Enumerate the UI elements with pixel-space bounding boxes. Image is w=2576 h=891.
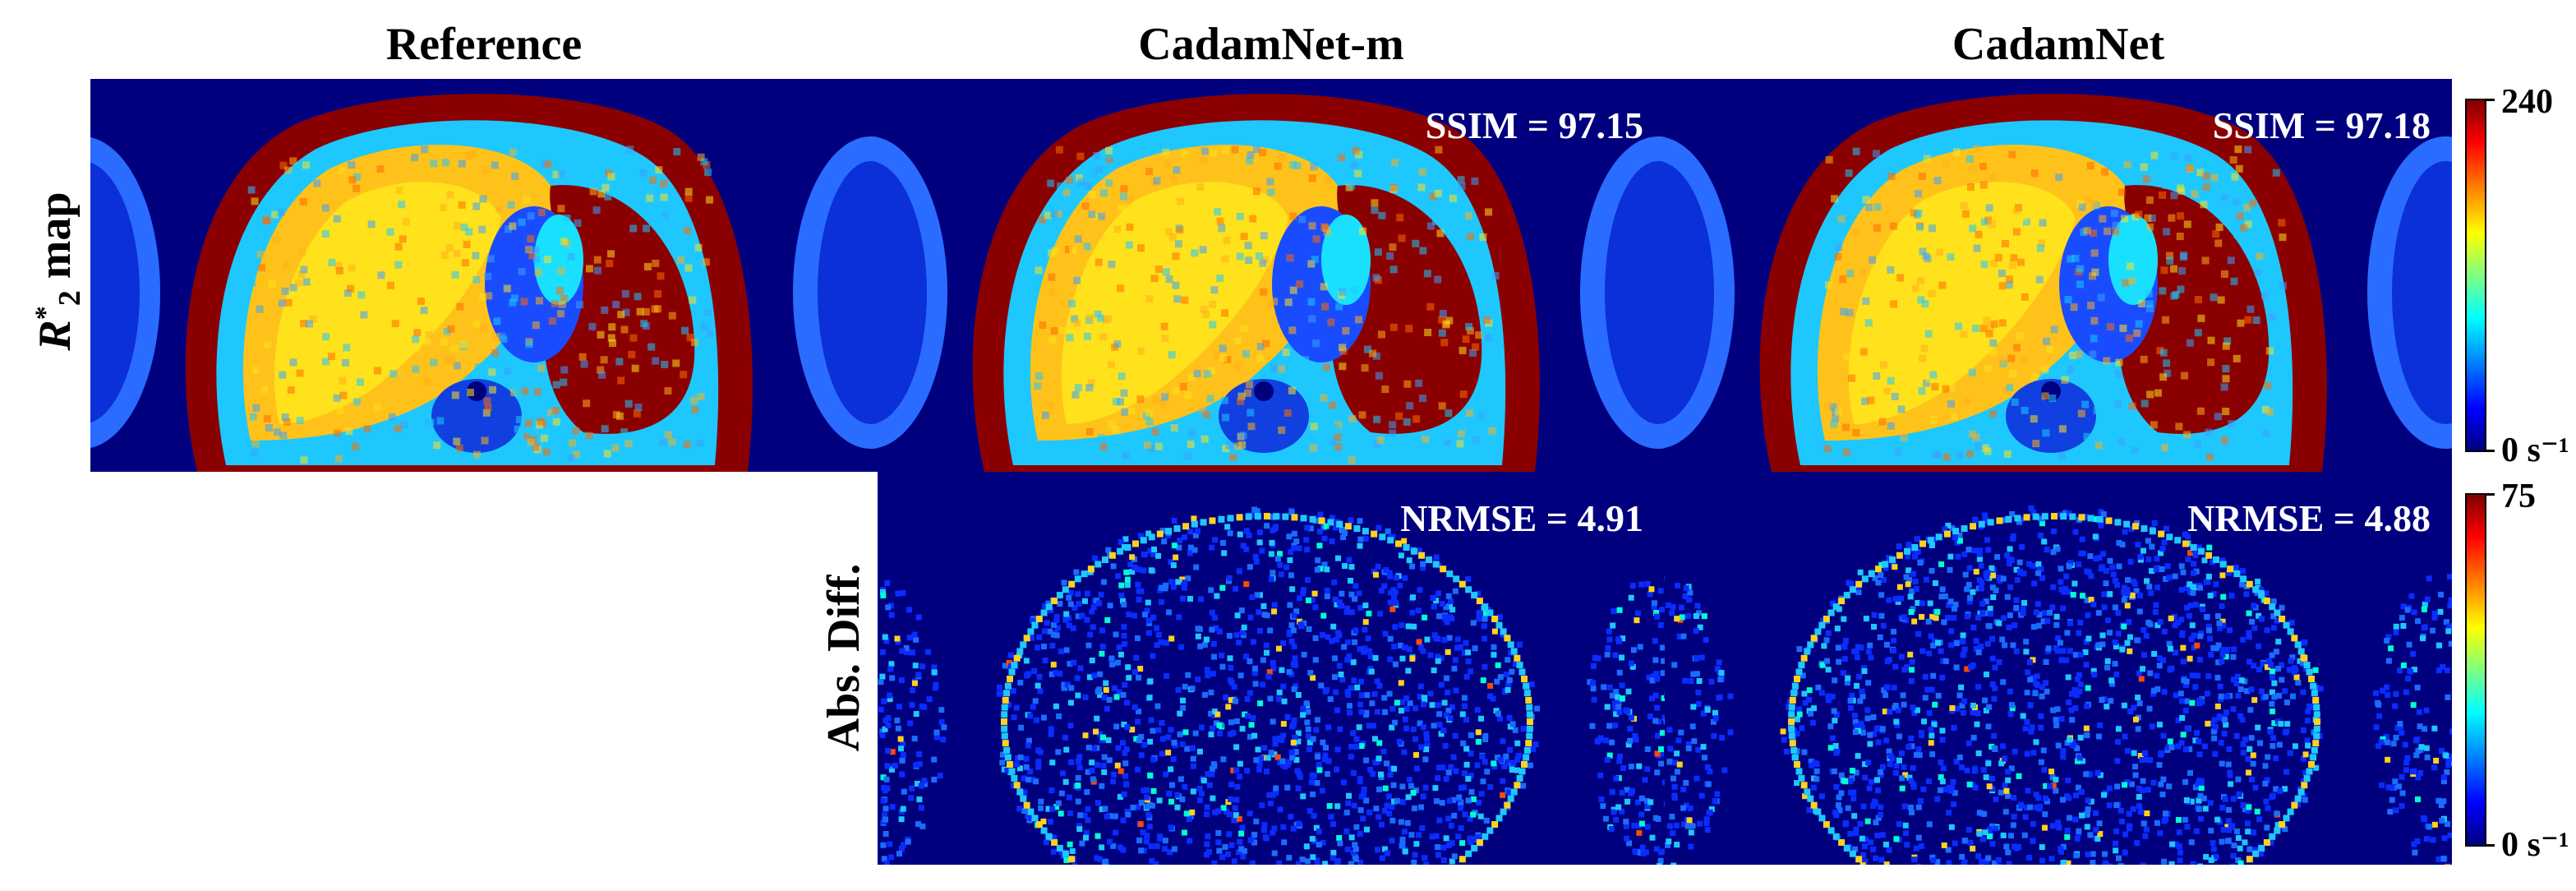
colorbar-diff [2465, 493, 2486, 847]
colorbar-diff-min: 0 s⁻¹ [2501, 824, 2569, 865]
colorbar-diff-max: 75 [2501, 477, 2536, 516]
column-title-reference: Reference [90, 12, 878, 77]
ssim-cadamnet-m: SSIM = 97.15 [1426, 104, 1643, 147]
column-title-cadamnet: CadamNet [1665, 12, 2452, 77]
colorbar-r2-max: 240 [2501, 82, 2553, 122]
panel-reference-r2 [90, 79, 878, 472]
colorbar-r2 [2465, 99, 2486, 452]
panel-cadamnet-m-r2: SSIM = 97.15 [878, 79, 1665, 472]
row-label-abs-diff: Abs. Diff. [818, 534, 875, 781]
nrmse-cadamnet-m: NRMSE = 4.91 [1400, 496, 1643, 540]
column-title-cadamnet-m: CadamNet-m [878, 12, 1665, 77]
nrmse-cadamnet: NRMSE = 4.88 [2187, 496, 2431, 540]
panel-cadamnet-r2: SSIM = 97.18 [1665, 79, 2452, 472]
panel-cadamnet-diff: NRMSE = 4.88 [1665, 472, 2452, 865]
colorbar-r2-min: 0 s⁻¹ [2501, 429, 2569, 470]
row-label-r2-map: R*2 map [29, 156, 86, 386]
panel-cadamnet-m-diff: NRMSE = 4.91 [878, 472, 1665, 865]
ssim-cadamnet: SSIM = 97.18 [2213, 104, 2431, 147]
